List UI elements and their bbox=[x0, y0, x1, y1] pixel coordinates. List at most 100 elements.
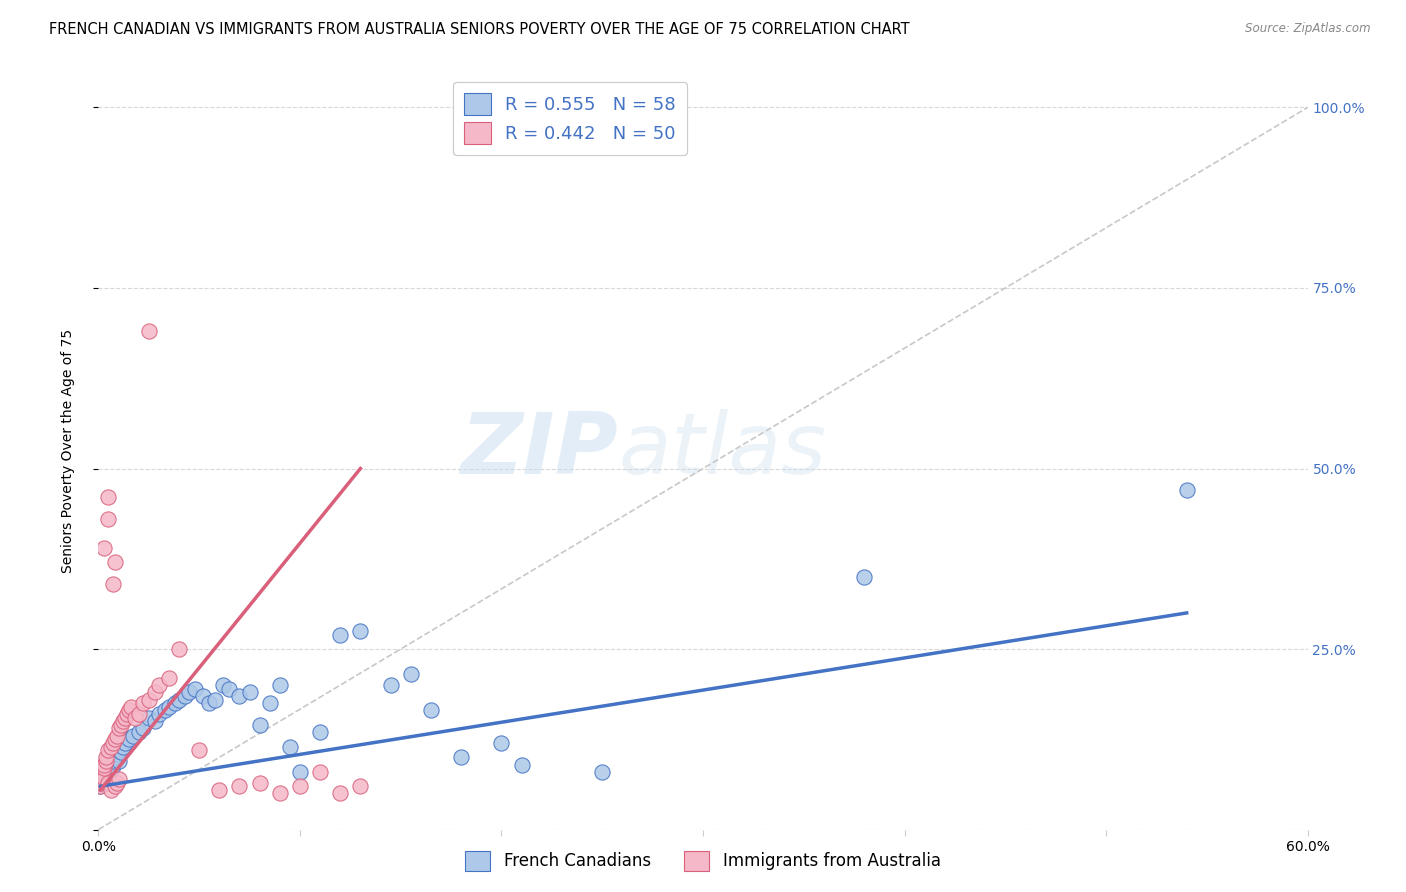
Point bbox=[249, 775, 271, 789]
Point bbox=[193, 689, 215, 703]
Legend: French Canadians, Immigrants from Australia: French Canadians, Immigrants from Austra… bbox=[457, 842, 949, 880]
Point bbox=[111, 714, 134, 729]
Point bbox=[179, 685, 201, 699]
Point bbox=[288, 779, 311, 793]
Point bbox=[103, 750, 125, 764]
Point bbox=[100, 763, 122, 777]
Text: Source: ZipAtlas.com: Source: ZipAtlas.com bbox=[1246, 22, 1371, 36]
Point bbox=[1175, 483, 1198, 498]
Y-axis label: Seniors Poverty Over the Age of 75: Seniors Poverty Over the Age of 75 bbox=[60, 328, 75, 573]
Point bbox=[93, 773, 115, 788]
Point bbox=[114, 711, 136, 725]
Point bbox=[278, 739, 301, 754]
Point bbox=[91, 775, 114, 789]
Point bbox=[167, 642, 190, 657]
Point bbox=[91, 773, 114, 788]
Point bbox=[101, 754, 124, 768]
Point bbox=[93, 761, 115, 775]
Point bbox=[349, 779, 371, 793]
Point bbox=[510, 757, 533, 772]
Point bbox=[91, 772, 114, 786]
Point bbox=[399, 667, 422, 681]
Point bbox=[208, 782, 231, 797]
Point bbox=[491, 736, 513, 750]
Point bbox=[103, 555, 125, 569]
Point bbox=[157, 671, 180, 685]
Point bbox=[218, 681, 240, 696]
Point bbox=[96, 771, 118, 785]
Point bbox=[349, 624, 371, 638]
Point bbox=[105, 775, 128, 789]
Point bbox=[97, 761, 120, 775]
Point bbox=[110, 718, 132, 732]
Point bbox=[148, 706, 170, 721]
Point bbox=[204, 692, 226, 706]
Point bbox=[105, 747, 128, 761]
Point bbox=[103, 779, 125, 793]
Point bbox=[329, 787, 352, 801]
Point bbox=[93, 771, 115, 785]
Point bbox=[174, 689, 197, 703]
Point bbox=[114, 736, 136, 750]
Point bbox=[89, 779, 111, 793]
Point bbox=[91, 768, 114, 782]
Point bbox=[153, 703, 176, 717]
Point bbox=[97, 491, 120, 505]
Point bbox=[329, 627, 352, 641]
Point bbox=[96, 754, 118, 768]
Point bbox=[132, 696, 155, 710]
Point bbox=[118, 703, 141, 717]
Point bbox=[450, 750, 472, 764]
Point bbox=[853, 570, 876, 584]
Point bbox=[380, 678, 402, 692]
Point bbox=[111, 739, 134, 754]
Point bbox=[259, 696, 281, 710]
Point bbox=[309, 725, 332, 739]
Point bbox=[110, 745, 132, 759]
Point bbox=[249, 718, 271, 732]
Point bbox=[124, 711, 146, 725]
Point bbox=[101, 736, 124, 750]
Point bbox=[269, 787, 291, 801]
Point bbox=[167, 692, 190, 706]
Point bbox=[121, 729, 143, 743]
Point bbox=[93, 768, 115, 782]
Point bbox=[96, 750, 118, 764]
Point bbox=[143, 714, 166, 729]
Point bbox=[97, 775, 120, 789]
Point bbox=[93, 757, 115, 772]
Point bbox=[97, 743, 120, 757]
Point bbox=[128, 725, 150, 739]
Point bbox=[239, 685, 262, 699]
Point bbox=[228, 689, 250, 703]
Text: FRENCH CANADIAN VS IMMIGRANTS FROM AUSTRALIA SENIORS POVERTY OVER THE AGE OF 75 : FRENCH CANADIAN VS IMMIGRANTS FROM AUSTR… bbox=[49, 22, 910, 37]
Point bbox=[148, 678, 170, 692]
Point bbox=[212, 678, 235, 692]
Point bbox=[101, 759, 124, 773]
Point bbox=[101, 577, 124, 591]
Point bbox=[96, 764, 118, 779]
Point bbox=[420, 703, 443, 717]
Point bbox=[100, 757, 122, 772]
Point bbox=[93, 541, 115, 555]
Point bbox=[288, 764, 311, 779]
Point bbox=[120, 699, 142, 714]
Point bbox=[128, 706, 150, 721]
Legend: R = 0.555   N = 58, R = 0.442   N = 50: R = 0.555 N = 58, R = 0.442 N = 50 bbox=[453, 82, 688, 155]
Point bbox=[103, 732, 125, 747]
Point bbox=[107, 722, 129, 736]
Point bbox=[105, 729, 128, 743]
Point bbox=[228, 779, 250, 793]
Point bbox=[91, 764, 114, 779]
Point bbox=[107, 743, 129, 757]
Point bbox=[188, 743, 211, 757]
Point bbox=[132, 722, 155, 736]
Point bbox=[309, 764, 332, 779]
Point bbox=[115, 706, 138, 721]
Point bbox=[163, 696, 186, 710]
Point bbox=[184, 681, 207, 696]
Point bbox=[97, 512, 120, 526]
Point bbox=[143, 685, 166, 699]
Point bbox=[89, 775, 111, 789]
Point bbox=[107, 754, 129, 768]
